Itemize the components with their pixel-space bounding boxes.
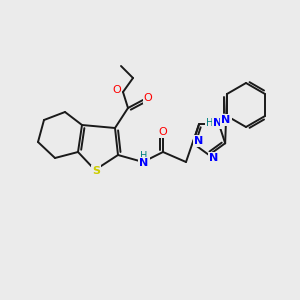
Text: H: H [140, 151, 148, 161]
Text: O: O [144, 93, 152, 103]
Text: S: S [92, 166, 100, 176]
Text: N: N [213, 118, 223, 128]
Text: H: H [206, 118, 214, 128]
Text: O: O [159, 127, 167, 137]
Text: N: N [194, 136, 203, 146]
Text: N: N [221, 115, 231, 125]
Text: N: N [209, 153, 219, 163]
Text: N: N [140, 158, 148, 168]
Text: O: O [112, 85, 122, 95]
